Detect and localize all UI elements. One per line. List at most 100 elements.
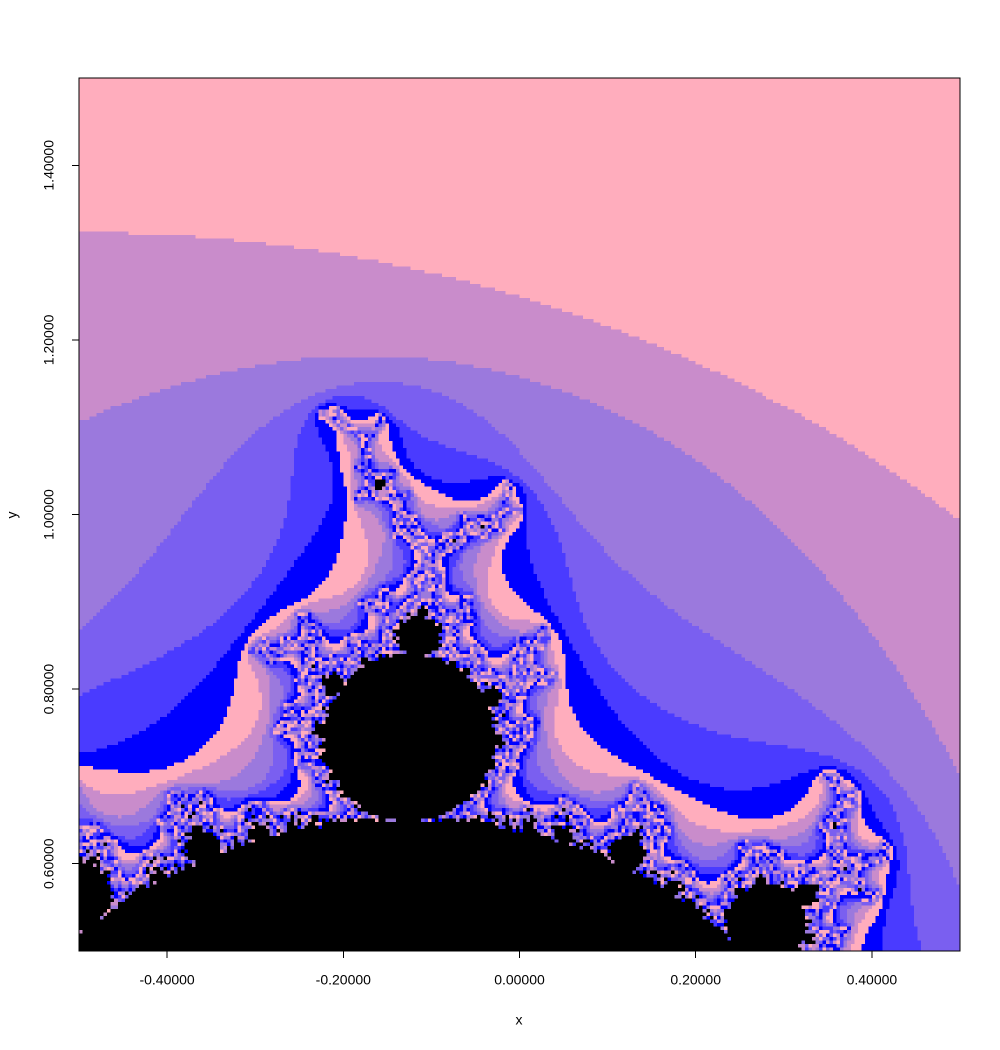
fractal-cell (484, 790, 489, 795)
fractal-cell (413, 511, 418, 515)
fractal-cell (508, 727, 513, 732)
fractal-cell (392, 650, 401, 655)
fractal-cell (494, 765, 499, 770)
fractal-cell (209, 807, 214, 812)
fractal-cell (396, 490, 401, 495)
fractal-cell (470, 640, 478, 645)
fractal-cell (508, 706, 513, 711)
fractal-cell (311, 675, 316, 680)
fractal-cell (438, 608, 443, 613)
fractal-cell (297, 671, 302, 676)
fractal-cell (329, 573, 362, 578)
fractal-cell (551, 668, 556, 673)
fractal-cell (346, 612, 358, 617)
fractal-cell (512, 692, 517, 697)
fractal-cell (797, 692, 915, 697)
fractal-cell (702, 800, 799, 805)
fractal-cell (533, 664, 538, 669)
fractal-cell (399, 528, 404, 533)
fractal-cell (526, 710, 535, 715)
fractal-cell (378, 643, 383, 648)
fractal-cell (272, 744, 284, 749)
fractal-cell (279, 622, 291, 627)
fractal-cell (512, 675, 517, 680)
fractal-cell (847, 441, 961, 446)
fractal-cell (332, 664, 337, 669)
fractal-cell (523, 675, 528, 680)
fractal-cell (399, 619, 404, 624)
fractal-cell (519, 685, 524, 690)
fractal-cell (276, 734, 281, 739)
fractal-cell (79, 311, 573, 316)
fractal-cell (501, 751, 506, 756)
fractal-cell (293, 654, 298, 659)
fractal-cell (568, 507, 760, 512)
fractal-cell (508, 772, 513, 777)
fractal-cell (857, 790, 862, 795)
fractal-cell (473, 528, 478, 533)
fractal-cell (498, 521, 503, 526)
fractal-cell (258, 682, 270, 687)
fractal-cell (494, 776, 499, 781)
fractal-cell (396, 622, 401, 627)
fractal-cell (301, 598, 320, 603)
fractal-cell (783, 531, 961, 536)
fractal-cell (597, 643, 725, 648)
fractal-cell (473, 573, 489, 578)
fractal-cell (350, 814, 355, 819)
fractal-cell (642, 797, 647, 802)
fractal-cell (318, 772, 323, 777)
fractal-cell (420, 514, 425, 519)
fractal-cell (371, 814, 376, 819)
fractal-cell (406, 601, 411, 606)
fractal-cell (219, 755, 256, 760)
fractal-cell (79, 559, 147, 564)
fractal-cell (544, 661, 549, 666)
fractal-cell (371, 448, 376, 453)
fractal-cell (248, 661, 260, 666)
fractal-cell (389, 587, 397, 592)
fractal-cell (191, 769, 242, 774)
fractal-cell (868, 776, 894, 781)
fractal-cell (921, 706, 961, 711)
fractal-cell (554, 528, 587, 533)
fractal-cell (382, 430, 390, 435)
fractal-cell (325, 448, 337, 453)
fractal-cell (477, 811, 482, 816)
fractal-cell (308, 724, 313, 729)
fractal-cell (487, 528, 492, 533)
fractal-cell (473, 678, 478, 683)
fractal-cell (431, 615, 436, 620)
fractal-cell (297, 444, 327, 449)
fractal-cell (353, 458, 358, 463)
fractal-cell (290, 800, 306, 805)
fractal-cell (903, 675, 961, 680)
fractal-cell (255, 811, 263, 816)
fractal-cell (487, 587, 513, 592)
fractal-cell (304, 744, 309, 749)
fractal-cell (392, 514, 397, 519)
fractal-cell (315, 706, 323, 711)
fractal-cell (420, 531, 425, 536)
fractal-cell (604, 654, 743, 659)
fractal-cell (847, 769, 862, 774)
fractal-cell (167, 814, 172, 819)
fractal-cell (829, 783, 834, 788)
fractal-cell (131, 577, 256, 582)
fractal-cell (410, 556, 415, 561)
fractal-cell (878, 462, 961, 467)
fractal-cell (537, 737, 542, 742)
fractal-cell (170, 385, 337, 390)
fractal-cell (501, 692, 506, 697)
fractal-cell (315, 612, 348, 617)
fractal-cell (325, 696, 330, 701)
fractal-cell (79, 336, 640, 341)
fractal-cell (276, 360, 457, 365)
fractal-cell (181, 381, 355, 386)
fractal-cell (554, 685, 563, 690)
fractal-cell (251, 758, 274, 763)
fractal-cell (79, 661, 150, 666)
fractal-cell (470, 793, 475, 798)
fractal-cell (276, 814, 281, 819)
fractal-cell (241, 769, 270, 774)
